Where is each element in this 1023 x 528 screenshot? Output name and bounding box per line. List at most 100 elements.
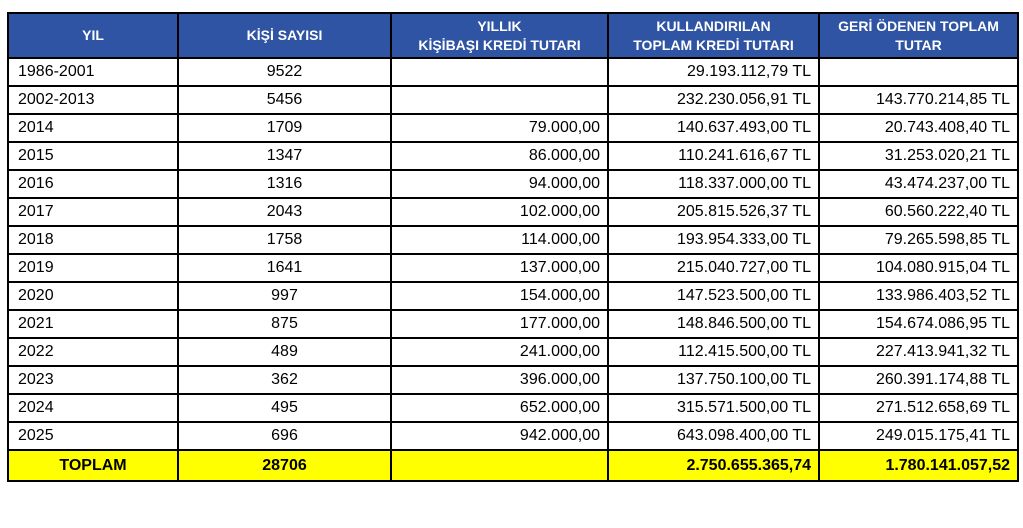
header-person-count-cell: KİŞİ SAYISI [177,12,392,59]
header-line: KULLANDIRILAN [656,17,771,34]
person-count-cell: 9522 [177,57,392,87]
total-repaid-cell: 154.674.086,95 TL [818,309,1019,339]
total-total-repaid-cell: 1.780.141.057,52 [818,449,1019,482]
year-cell: 1986-2001 [7,57,179,87]
person-count-cell: 2043 [177,197,392,227]
year-cell: 2023 [7,365,179,395]
total-row: TOPLAM 28706 2.750.655.365,74 1.780.141.057… [7,449,1019,482]
person-count-cell: 875 [177,309,392,339]
total-per-capita-credit-cell [390,449,609,482]
total-credit-used-cell: 147.523.500,00 TL [607,281,820,311]
total-repaid-cell: 43.474.237,00 TL [818,169,1019,199]
person-count-cell: 1347 [177,141,392,171]
total-repaid-cell [818,57,1019,87]
year-cell: 2022 [7,337,179,367]
year-cell: 2002-2013 [7,85,179,115]
total-repaid-cell: 60.560.222,40 TL [818,197,1019,227]
total-credit-used-cell: 205.815.526,37 TL [607,197,820,227]
header-total-repaid-cell: GERİ ÖDENEN TOPLAM TUTAR [818,12,1019,59]
person-count-cell: 1641 [177,253,392,283]
person-count-cell: 5456 [177,85,392,115]
person-count-cell: 1316 [177,169,392,199]
total-repaid-cell: 20.743.408,40 TL [818,113,1019,143]
table-header: YIL KİŞİ SAYISI YILLIK KİŞİBAŞI KREDİ TUTAR… [7,12,1019,59]
total-credit-used-cell: 29.193.112,79 TL [607,57,820,87]
total-year-cell: TOPLAM [7,449,179,482]
total-repaid-cell: 227.413.941,32 TL [818,337,1019,367]
person-count-cell: 495 [177,393,392,423]
table-row: 2021 875 177.000,00 148.846.500,00 TL 154.67… [7,309,1019,339]
credit-statistics-table: YIL KİŞİ SAYISI YILLIK KİŞİBAŞI KREDİ TUTAR… [7,12,1019,482]
per-capita-credit-cell: 241.000,00 [390,337,609,367]
table-row: 1986-2001 9522 29.193.112,79 TL [7,57,1019,87]
header-line: GERİ ÖDENEN TOPLAM [838,17,999,34]
total-repaid-cell: 104.080.915,04 TL [818,253,1019,283]
per-capita-credit-cell [390,85,609,115]
per-capita-credit-cell: 154.000,00 [390,281,609,311]
person-count-cell: 489 [177,337,392,367]
per-capita-credit-cell [390,57,609,87]
header-per-capita-credit-cell: YILLIK KİŞİBAŞI KREDİ TUTARI [390,12,609,59]
per-capita-credit-cell: 86.000,00 [390,141,609,171]
header-year-cell: YIL [7,12,179,59]
header-line: KİŞİBAŞI KREDİ TUTARI [418,36,581,53]
per-capita-credit-cell: 102.000,00 [390,197,609,227]
total-credit-used-cell: 118.337.000,00 TL [607,169,820,199]
total-total-credit-used-cell: 2.750.655.365,74 [607,449,820,482]
table-row: 2017 2043 102.000,00 205.815.526,37 TL 60.56… [7,197,1019,227]
person-count-cell: 1709 [177,113,392,143]
per-capita-credit-cell: 396.000,00 [390,365,609,395]
total-credit-used-cell: 193.954.333,00 TL [607,225,820,255]
person-count-cell: 362 [177,365,392,395]
per-capita-credit-cell: 137.000,00 [390,253,609,283]
total-credit-used-cell: 112.415.500,00 TL [607,337,820,367]
year-cell: 2016 [7,169,179,199]
total-repaid-cell: 271.512.658,69 TL [818,393,1019,423]
header-line: YILLIK [477,17,522,34]
table-row: 2019 1641 137.000,00 215.040.727,00 TL 104.0… [7,253,1019,283]
total-credit-used-cell: 315.571.500,00 TL [607,393,820,423]
per-capita-credit-cell: 652.000,00 [390,393,609,423]
person-count-cell: 997 [177,281,392,311]
year-cell: 2015 [7,141,179,171]
total-repaid-cell: 31.253.020,21 TL [818,141,1019,171]
header-total-credit-used-cell: KULLANDIRILAN TOPLAM KREDİ TUTARI [607,12,820,59]
per-capita-credit-cell: 942.000,00 [390,421,609,451]
total-repaid-cell: 260.391.174,88 TL [818,365,1019,395]
person-count-cell: 1758 [177,225,392,255]
total-repaid-cell: 79.265.598,85 TL [818,225,1019,255]
per-capita-credit-cell: 94.000,00 [390,169,609,199]
total-credit-used-cell: 110.241.616,67 TL [607,141,820,171]
year-cell: 2014 [7,113,179,143]
table-row: 2023 362 396.000,00 137.750.100,00 TL 260.39… [7,365,1019,395]
per-capita-credit-cell: 79.000,00 [390,113,609,143]
total-repaid-cell: 133.986.403,52 TL [818,281,1019,311]
year-cell: 2021 [7,309,179,339]
per-capita-credit-cell: 114.000,00 [390,225,609,255]
year-cell: 2019 [7,253,179,283]
total-credit-used-cell: 643.098.400,00 TL [607,421,820,451]
table-body: 1986-2001 9522 29.193.112,79 TL 2002-2013 54… [7,57,1019,451]
person-count-cell: 696 [177,421,392,451]
total-repaid-cell: 143.770.214,85 TL [818,85,1019,115]
table-footer: TOPLAM 28706 2.750.655.365,74 1.780.141.057… [7,449,1019,482]
header-line: TUTAR [895,36,942,53]
header-line: KİŞİ SAYISI [246,27,323,44]
table-row: 2022 489 241.000,00 112.415.500,00 TL 227.41… [7,337,1019,367]
table-row: 2018 1758 114.000,00 193.954.333,00 TL 79.26… [7,225,1019,255]
year-cell: 2017 [7,197,179,227]
total-person-count-cell: 28706 [177,449,392,482]
year-cell: 2024 [7,393,179,423]
year-cell: 2020 [7,281,179,311]
year-cell: 2018 [7,225,179,255]
total-credit-used-cell: 232.230.056,91 TL [607,85,820,115]
total-credit-used-cell: 148.846.500,00 TL [607,309,820,339]
table-row: 2002-2013 5456 232.230.056,91 TL 143.770.21… [7,85,1019,115]
table-row: 2016 1316 94.000,00 118.337.000,00 TL 43.474… [7,169,1019,199]
table-row: 2014 1709 79.000,00 140.637.493,00 TL 20.743… [7,113,1019,143]
table-row: 2024 495 652.000,00 315.571.500,00 TL 271.51… [7,393,1019,423]
total-credit-used-cell: 140.637.493,00 TL [607,113,820,143]
per-capita-credit-cell: 177.000,00 [390,309,609,339]
year-cell: 2025 [7,421,179,451]
